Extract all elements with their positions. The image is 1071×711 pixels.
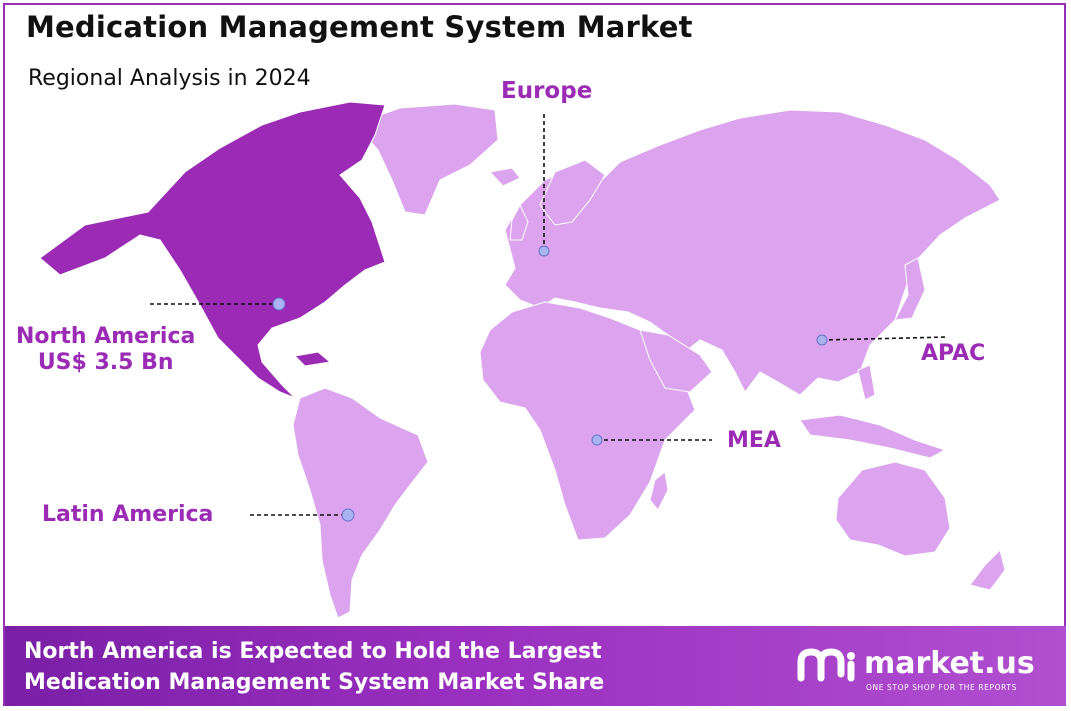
footer-line-2: Medication Management System Market Shar… — [24, 670, 605, 695]
north-america-marker — [272, 297, 286, 311]
market-us-logo-icon — [797, 648, 855, 682]
scandinavia-shape — [539, 159, 606, 226]
greenland-shape — [354, 103, 499, 216]
arabia-shape — [639, 329, 713, 393]
brand-name: market.us — [864, 646, 1035, 681]
new-zealand-shape — [969, 549, 1006, 591]
brand-tagline: ONE STOP SHOP FOR THE REPORTS — [866, 683, 1017, 692]
footer-message: North America is Expected to Hold the La… — [24, 636, 604, 698]
mea-marker — [591, 434, 603, 446]
north-america-region — [39, 101, 386, 399]
japan-shape — [894, 257, 926, 321]
australia-shape — [835, 461, 951, 557]
europe-label: Europe — [501, 78, 593, 104]
south-america-shape — [292, 387, 429, 619]
north-america-shape — [39, 101, 386, 399]
indonesia-shape — [799, 414, 947, 459]
philippines-shape — [857, 364, 876, 401]
africa-shape — [479, 301, 696, 541]
caribbean-shape — [293, 351, 332, 367]
page-subtitle: Regional Analysis in 2024 — [28, 66, 311, 91]
other-regions — [292, 103, 1006, 619]
apac-label: APAC — [921, 341, 986, 366]
apac-marker — [816, 334, 828, 346]
madagascar-shape — [649, 471, 669, 511]
north-america-name: North America — [16, 324, 196, 349]
footer-banner: North America is Expected to Hold the La… — [5, 626, 1066, 706]
connector-lines — [150, 114, 949, 516]
mea-label: MEA — [727, 428, 781, 453]
iceland-shape — [489, 167, 521, 187]
latin-america-label: Latin America — [42, 502, 214, 527]
apac-connector — [821, 336, 949, 341]
north-america-value: US$ 3.5 Bn — [37, 350, 174, 376]
footer-line-1: North America is Expected to Hold the La… — [24, 639, 602, 664]
europe-marker — [538, 245, 550, 257]
page-title: Medication Management System Market — [26, 10, 693, 44]
britain-shape — [509, 203, 529, 241]
north-america-label: North America US$ 3.5 Bn — [16, 324, 195, 377]
eurasia-shape — [504, 109, 1001, 396]
latin-america-marker — [341, 508, 355, 522]
region-markers — [272, 245, 828, 522]
